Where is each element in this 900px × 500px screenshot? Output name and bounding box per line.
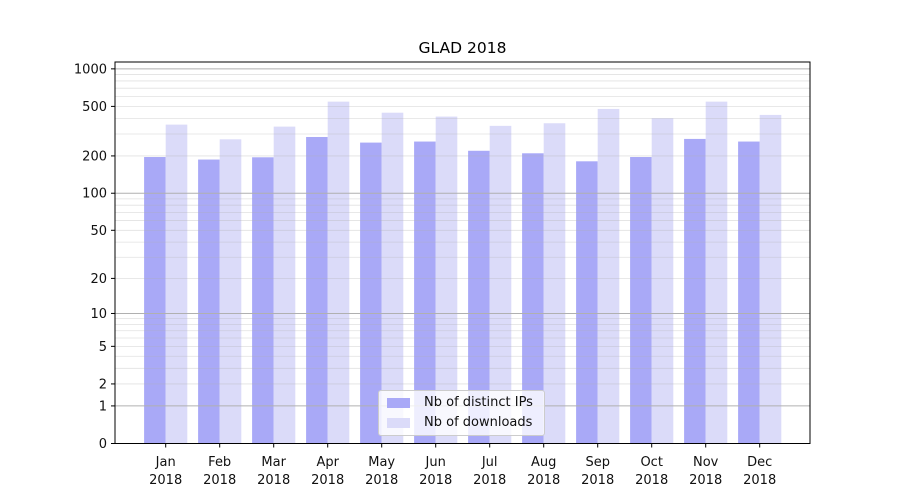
bar-downloads-apr [327,101,350,444]
legend-swatch-downloads [387,417,410,428]
bar-downloads-dec [759,114,782,444]
bar-distinct-ips-apr [306,136,328,444]
x-tick-label-month-oct: Oct [640,455,662,470]
bar-downloads-jul [489,125,512,444]
x-tick-label-month-may: May [368,455,395,470]
x-tick-label-year-apr: 2018 [311,473,344,488]
x-tick-label-year-feb: 2018 [203,473,236,488]
y-tick-label-5: 5 [99,340,107,355]
x-tick-label-month-feb: Feb [208,455,231,470]
y-tick-label-500: 500 [82,100,107,115]
legend-label-distinct-ips: Nb of distinct IPs [424,395,533,410]
x-tick-label-month-nov: Nov [693,455,719,470]
bar-downloads-feb [219,139,242,444]
bar-downloads-aug [543,123,566,444]
y-tick-label-10: 10 [90,307,107,322]
y-tick-label-2: 2 [99,377,107,392]
y-tick-label-1: 1 [99,399,107,414]
bar-distinct-ips-jul [468,150,490,444]
x-tick-label-month-jul: Jul [481,455,498,470]
legend-item-downloads: Nb of downloads [387,413,536,432]
y-tick-label-100: 100 [82,187,107,202]
bar-distinct-ips-feb [198,159,220,444]
chart-title: GLAD 2018 [418,39,507,57]
bar-distinct-ips-jan [144,157,166,444]
x-tick-label-month-mar: Mar [261,455,286,470]
bar-downloads-jun [435,116,458,444]
x-tick-label-month-jan: Jan [155,455,176,470]
bar-distinct-ips-oct [630,157,652,444]
x-tick-label-month-dec: Dec [747,455,772,470]
bar-distinct-ips-aug [522,153,544,444]
bar-downloads-mar [273,126,296,444]
y-tick-label-20: 20 [90,272,107,287]
legend-label-downloads: Nb of downloads [424,415,533,430]
bar-downloads-oct [651,118,674,444]
x-tick-label-month-jun: Jun [425,455,446,470]
bar-downloads-sep [597,108,620,444]
legend-swatch-distinct-ips [387,397,410,408]
x-tick-label-year-oct: 2018 [635,473,668,488]
legend: Nb of distinct IPs Nb of downloads [378,390,545,436]
x-tick-label-year-mar: 2018 [257,473,290,488]
x-tick-label-year-jun: 2018 [419,473,452,488]
x-tick-label-year-sep: 2018 [581,473,614,488]
x-tick-label-month-apr: Apr [316,455,339,470]
x-tick-label-month-aug: Aug [531,455,556,470]
y-tick-label-0: 0 [99,437,107,452]
x-tick-label-year-jan: 2018 [149,473,182,488]
bar-distinct-ips-mar [252,157,274,444]
x-tick-label-year-aug: 2018 [527,473,560,488]
x-tick-label-year-may: 2018 [365,473,398,488]
x-tick-label-year-nov: 2018 [689,473,722,488]
axes-frame [114,61,811,444]
y-tick-label-200: 200 [82,149,107,164]
bar-downloads-jan [165,124,188,444]
bar-downloads-nov [705,101,728,444]
bar-distinct-ips-nov [684,138,706,444]
x-tick-label-month-sep: Sep [585,455,610,470]
bar-distinct-ips-sep [576,161,598,444]
y-tick-label-1000: 1000 [74,62,107,77]
bar-distinct-ips-dec [738,141,760,444]
legend-item-distinct-ips: Nb of distinct IPs [387,393,536,412]
y-tick-label-50: 50 [90,224,107,239]
bar-distinct-ips-jun [414,141,436,444]
x-tick-label-year-jul: 2018 [473,473,506,488]
bar-downloads-may [381,112,404,444]
x-tick-label-year-dec: 2018 [743,473,776,488]
bar-distinct-ips-may [360,142,382,444]
